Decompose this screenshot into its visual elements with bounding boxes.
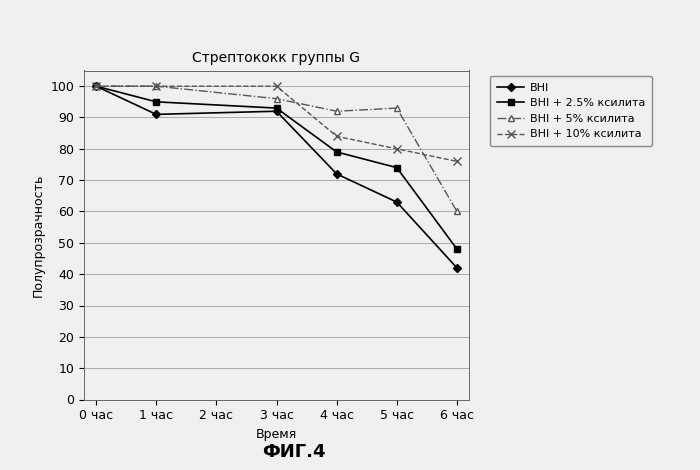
Line: BHI + 10% ксилита: BHI + 10% ксилита <box>92 82 461 165</box>
Line: BHI + 2.5% ксилита: BHI + 2.5% ксилита <box>92 83 461 252</box>
BHI + 2.5% ксилита <box>152 99 160 105</box>
BHI <box>152 111 160 117</box>
BHI + 5% ксилита <box>453 209 461 214</box>
Line: BHI + 5% ксилита: BHI + 5% ксилита <box>92 83 461 215</box>
Line: BHI: BHI <box>93 83 460 271</box>
BHI + 5% ксилита <box>272 96 281 102</box>
BHI + 10% ксилита <box>152 83 160 89</box>
Y-axis label: Полупрозрачность: Полупрозрачность <box>32 173 45 297</box>
BHI <box>332 171 341 177</box>
BHI + 10% ксилита <box>393 146 401 152</box>
BHI + 10% ксилита <box>272 83 281 89</box>
BHI <box>393 199 401 205</box>
X-axis label: Время: Время <box>256 428 297 441</box>
BHI + 5% ксилита <box>92 83 100 89</box>
BHI + 5% ксилита <box>393 105 401 111</box>
BHI + 2.5% ксилита <box>92 83 100 89</box>
BHI + 2.5% ксилита <box>332 149 341 155</box>
BHI + 2.5% ксилита <box>453 246 461 252</box>
Text: ФИГ.4: ФИГ.4 <box>262 443 326 461</box>
BHI + 10% ксилита <box>453 158 461 164</box>
BHI + 10% ксилита <box>332 133 341 139</box>
BHI <box>453 265 461 271</box>
BHI + 2.5% ксилита <box>393 165 401 171</box>
BHI + 2.5% ксилита <box>272 105 281 111</box>
BHI + 5% ксилита <box>152 83 160 89</box>
Title: Стрептококк группы G: Стрептококк группы G <box>193 51 360 65</box>
BHI <box>272 109 281 114</box>
BHI + 10% ксилита <box>92 83 100 89</box>
BHI <box>92 83 100 89</box>
BHI + 5% ксилита <box>332 109 341 114</box>
Legend: BHI, BHI + 2.5% ксилита, BHI + 5% ксилита, BHI + 10% ксилита: BHI, BHI + 2.5% ксилита, BHI + 5% ксилит… <box>490 76 652 146</box>
